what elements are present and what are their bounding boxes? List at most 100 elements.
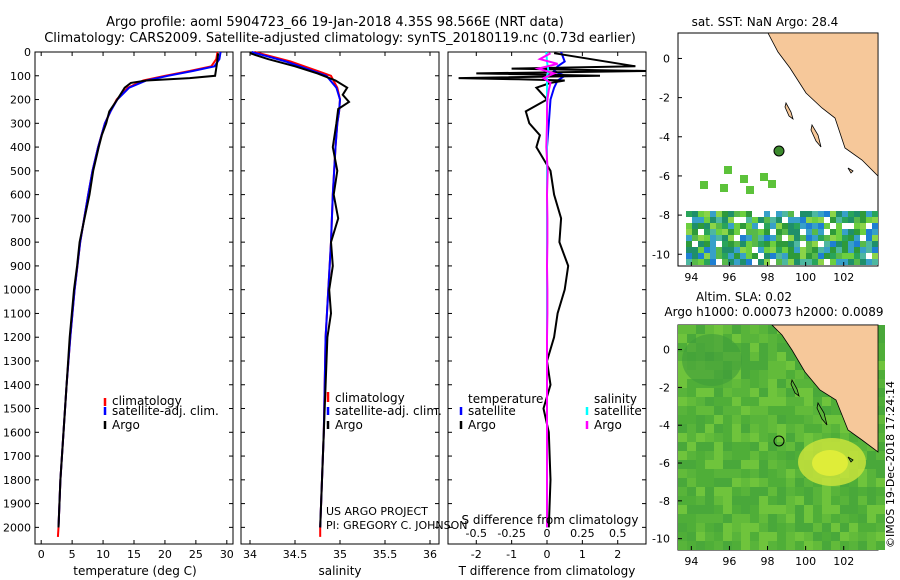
sla-cell [678, 451, 687, 460]
sla-cell [876, 406, 885, 415]
sst-cell [788, 211, 794, 217]
sla-cell [795, 433, 804, 442]
sst-cell [800, 217, 806, 223]
sla-cell [759, 532, 768, 541]
sst-cell [830, 241, 836, 247]
sst-cell [806, 223, 812, 229]
sla-cell [768, 442, 777, 451]
sla-cell [750, 496, 759, 505]
sla-cell [795, 415, 804, 424]
sla-cell [876, 496, 885, 505]
sla-cell [768, 361, 777, 370]
sla-cell [687, 532, 696, 541]
sst-cell [806, 241, 812, 247]
sst-cell [722, 211, 728, 217]
sla-cell [678, 334, 687, 343]
sst-cell [794, 229, 800, 235]
sla-cell [759, 352, 768, 361]
sla-cell [813, 523, 822, 532]
x-tick-label: 1 [579, 548, 586, 561]
sst-cell [812, 223, 818, 229]
sst-cell [794, 223, 800, 229]
sst-cell [854, 247, 860, 253]
sla-cell [804, 532, 813, 541]
sla-cell [831, 496, 840, 505]
sla-cell [741, 343, 750, 352]
sst-cell [824, 211, 830, 217]
sla-cell [750, 343, 759, 352]
sst-cell [710, 247, 716, 253]
sst-cell [854, 259, 860, 265]
pressure-tick-label: 2000 [3, 521, 31, 534]
sst-cell [704, 259, 710, 265]
legend-argo: Argo [112, 418, 140, 432]
sla-cell [777, 370, 786, 379]
legend-satellite: satellite-adj. clim. [335, 404, 442, 418]
sla-cell [813, 424, 822, 433]
sla-cell [732, 397, 741, 406]
sla-cell [741, 469, 750, 478]
sla-cell [714, 388, 723, 397]
sst-cell [692, 229, 698, 235]
sst-cell [806, 253, 812, 259]
sla-cell [759, 415, 768, 424]
sst-cell [794, 241, 800, 247]
sla-cell [732, 388, 741, 397]
sst-cell [728, 217, 734, 223]
lat-tick-label: -4 [659, 131, 670, 144]
pressure-tick-label: 1500 [3, 403, 31, 416]
sla-cell [750, 334, 759, 343]
sla-cell [714, 532, 723, 541]
x-tick-label: 5 [69, 548, 76, 561]
pressure-tick-label: 400 [10, 141, 31, 154]
sla-cell [768, 478, 777, 487]
sla-cell [795, 496, 804, 505]
sst-cell [746, 247, 752, 253]
sst-cell [686, 229, 692, 235]
sla-cell [831, 541, 840, 550]
sst-cell [842, 235, 848, 241]
sla-cell [696, 424, 705, 433]
sst-cell [758, 259, 764, 265]
sst-cell [866, 217, 872, 223]
sla-cell [732, 523, 741, 532]
sst-cell [866, 235, 872, 241]
sst-cell [776, 229, 782, 235]
sla-cell [696, 532, 705, 541]
sla-cell [786, 532, 795, 541]
sla-cell [786, 352, 795, 361]
sla-cell [768, 496, 777, 505]
sst-cell [776, 259, 782, 265]
sst-cell [740, 241, 746, 247]
sla-cell [741, 361, 750, 370]
sla-cell [741, 352, 750, 361]
sst-cell [692, 217, 698, 223]
sst-cell [698, 259, 704, 265]
sst-cell [728, 259, 734, 265]
sst-cell [722, 229, 728, 235]
sla-cell [750, 514, 759, 523]
sla-cell [876, 415, 885, 424]
sla-cell [786, 397, 795, 406]
sla-cell [687, 388, 696, 397]
sst-cell [740, 175, 748, 183]
sla-cell [876, 343, 885, 352]
sst-cell [768, 180, 776, 188]
sst-cell [860, 253, 866, 259]
sla-cell [687, 334, 696, 343]
x-tick-label: 25 [189, 548, 203, 561]
sst-cell [806, 217, 812, 223]
sst-cell [836, 241, 842, 247]
sla-cell [795, 379, 804, 388]
sst-cell [854, 229, 860, 235]
sla-cell [687, 487, 696, 496]
sla-cell [867, 541, 876, 550]
legend-temperature-title: temperature [468, 392, 543, 406]
sla-cell [696, 460, 705, 469]
sla-cell [714, 523, 723, 532]
sla-cell [696, 451, 705, 460]
sla-cell [723, 325, 732, 334]
sla-cell [687, 442, 696, 451]
pressure-tick-label: 1800 [3, 474, 31, 487]
sla-cell [786, 469, 795, 478]
